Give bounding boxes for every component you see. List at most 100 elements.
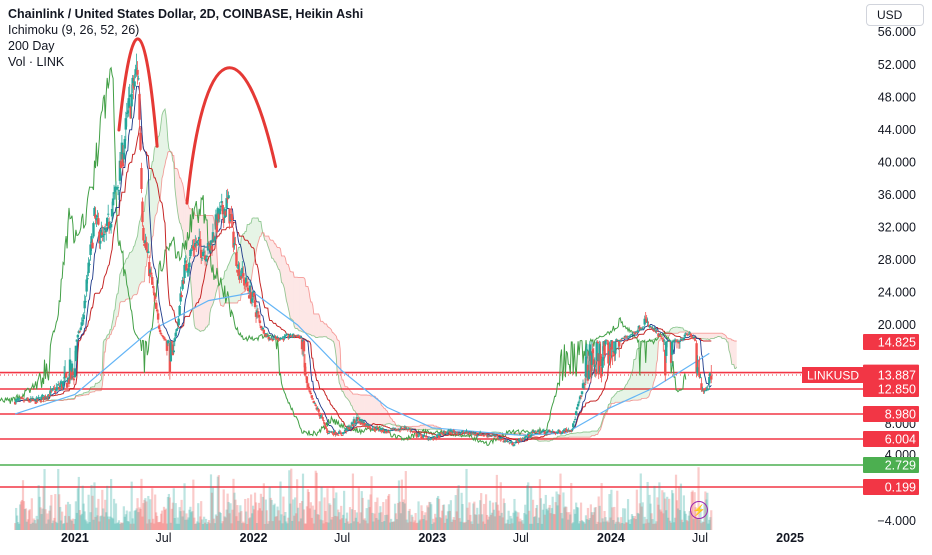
candle-body xyxy=(211,246,213,250)
candle-body xyxy=(201,258,203,259)
candle-body xyxy=(584,384,586,385)
x-tick-label: Jul xyxy=(334,531,350,545)
candle-body xyxy=(459,433,461,434)
volume-bar xyxy=(263,483,265,530)
candle-body xyxy=(254,300,256,307)
cloud-segment xyxy=(619,391,620,403)
candle-body xyxy=(206,256,208,257)
candle-body xyxy=(86,278,88,279)
cloud-segment xyxy=(379,401,380,427)
cloud-segment xyxy=(93,387,94,392)
ichimoku-legend[interactable]: Ichimoku (9, 26, 52, 26) xyxy=(8,22,363,38)
cloud-segment xyxy=(139,222,140,289)
symbol-title[interactable]: Chainlink / United States Dollar, 2D, CO… xyxy=(8,6,363,22)
price-level-label: 12.850 xyxy=(878,383,916,397)
cloud-segment xyxy=(346,387,347,399)
candle-body xyxy=(350,427,352,428)
candle-body xyxy=(174,338,176,341)
cloud-segment xyxy=(203,216,204,331)
volume-legend[interactable]: Vol · LINK xyxy=(8,54,363,70)
cloud-segment xyxy=(621,390,622,402)
candle-body xyxy=(663,340,665,341)
x-tick-label: 2022 xyxy=(240,531,268,545)
cloud-segment xyxy=(354,394,355,411)
volume-bar xyxy=(653,486,655,530)
cloud-segment xyxy=(208,216,209,325)
cloud-segment xyxy=(421,425,422,430)
cloud-segment xyxy=(202,216,203,331)
annotation-arc-2 xyxy=(187,68,276,203)
cloud-segment xyxy=(622,389,623,401)
cloud-segment xyxy=(181,178,182,229)
cloud-segment xyxy=(720,333,721,337)
cloud-segment xyxy=(145,194,146,267)
cloud-segment xyxy=(713,333,714,338)
currency-selector[interactable]: USD xyxy=(866,4,924,26)
cloud-segment xyxy=(187,202,188,260)
cloud-segment xyxy=(194,212,195,328)
cloud-segment xyxy=(586,432,587,437)
cloud-segment xyxy=(632,369,633,401)
cloud-segment xyxy=(209,216,210,325)
candle-body xyxy=(300,337,302,338)
cloud-segment xyxy=(289,268,290,319)
candle-body xyxy=(699,377,701,378)
cloud-segment xyxy=(540,437,541,441)
y-tick-label: 44.000 xyxy=(878,123,916,137)
ma-legend[interactable]: 200 Day xyxy=(8,38,363,54)
candle-body xyxy=(438,436,440,438)
cloud-segment xyxy=(308,286,309,334)
candle-body xyxy=(419,434,421,435)
cloud-segment xyxy=(157,137,158,213)
price-level-label: 0.199 xyxy=(885,481,916,495)
cloud-segment xyxy=(291,272,292,320)
symbol-tag-label: LINKUSD xyxy=(807,369,859,383)
candle-body xyxy=(133,81,135,86)
candle-body xyxy=(649,326,651,327)
cloud-segment xyxy=(92,387,93,392)
cloud-segment xyxy=(328,327,329,339)
cloud-segment xyxy=(592,431,593,436)
candle-body xyxy=(298,336,300,338)
cloud-segment xyxy=(326,324,327,337)
volume-bar xyxy=(290,469,292,530)
cloud-segment xyxy=(654,339,655,383)
cloud-segment xyxy=(282,256,283,285)
x-tick-label: 2023 xyxy=(418,531,446,545)
y-tick-label: 24.000 xyxy=(878,286,916,300)
candle-body xyxy=(311,395,313,398)
cloud-segment xyxy=(286,263,287,303)
candle-body xyxy=(483,435,485,436)
candle-body xyxy=(140,168,142,189)
candle-body xyxy=(669,341,671,342)
candle-body xyxy=(278,340,280,341)
cloud-segment xyxy=(130,253,131,299)
cloud-segment xyxy=(375,397,376,431)
cloud-segment xyxy=(649,341,650,397)
candle-body xyxy=(139,133,141,150)
cloud-segment xyxy=(136,239,137,295)
candle-body xyxy=(118,190,120,191)
cloud-segment xyxy=(382,406,383,425)
cloud-segment xyxy=(585,432,586,437)
cloud-segment xyxy=(249,223,250,282)
cloud-segment xyxy=(577,433,578,438)
price-level-label: 8.980 xyxy=(885,408,916,422)
cloud-segment xyxy=(620,391,621,403)
cloud-segment xyxy=(322,321,323,337)
y-tick-label: 56.000 xyxy=(878,25,916,39)
price-axis[interactable]: 56.00052.00048.00044.00040.00036.00032.0… xyxy=(802,0,932,550)
cloud-segment xyxy=(361,395,362,422)
candle-body xyxy=(227,195,229,198)
cloud-segment xyxy=(315,314,316,338)
cloud-segment xyxy=(347,387,348,400)
lightning-icon[interactable]: ⚡ xyxy=(690,501,708,519)
candle-body xyxy=(173,351,175,353)
candle-body xyxy=(514,442,516,443)
candle-body xyxy=(142,228,144,241)
candle-body xyxy=(683,338,685,339)
cloud-segment xyxy=(247,225,248,283)
cloud-segment xyxy=(574,433,575,437)
